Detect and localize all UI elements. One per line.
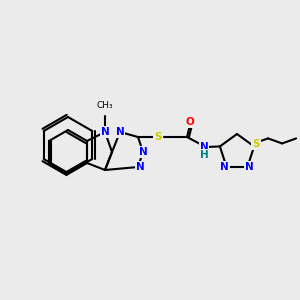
Text: CH₃: CH₃ — [97, 101, 113, 110]
Text: N: N — [100, 127, 109, 137]
Text: N: N — [245, 162, 254, 172]
Text: N: N — [220, 162, 229, 172]
Text: S: S — [154, 132, 162, 142]
Text: O: O — [186, 117, 194, 127]
Text: N: N — [116, 127, 124, 137]
Text: N: N — [139, 147, 147, 157]
Text: N: N — [200, 142, 208, 152]
Text: N: N — [136, 162, 144, 172]
Text: S: S — [252, 140, 260, 149]
Text: H: H — [200, 150, 208, 160]
